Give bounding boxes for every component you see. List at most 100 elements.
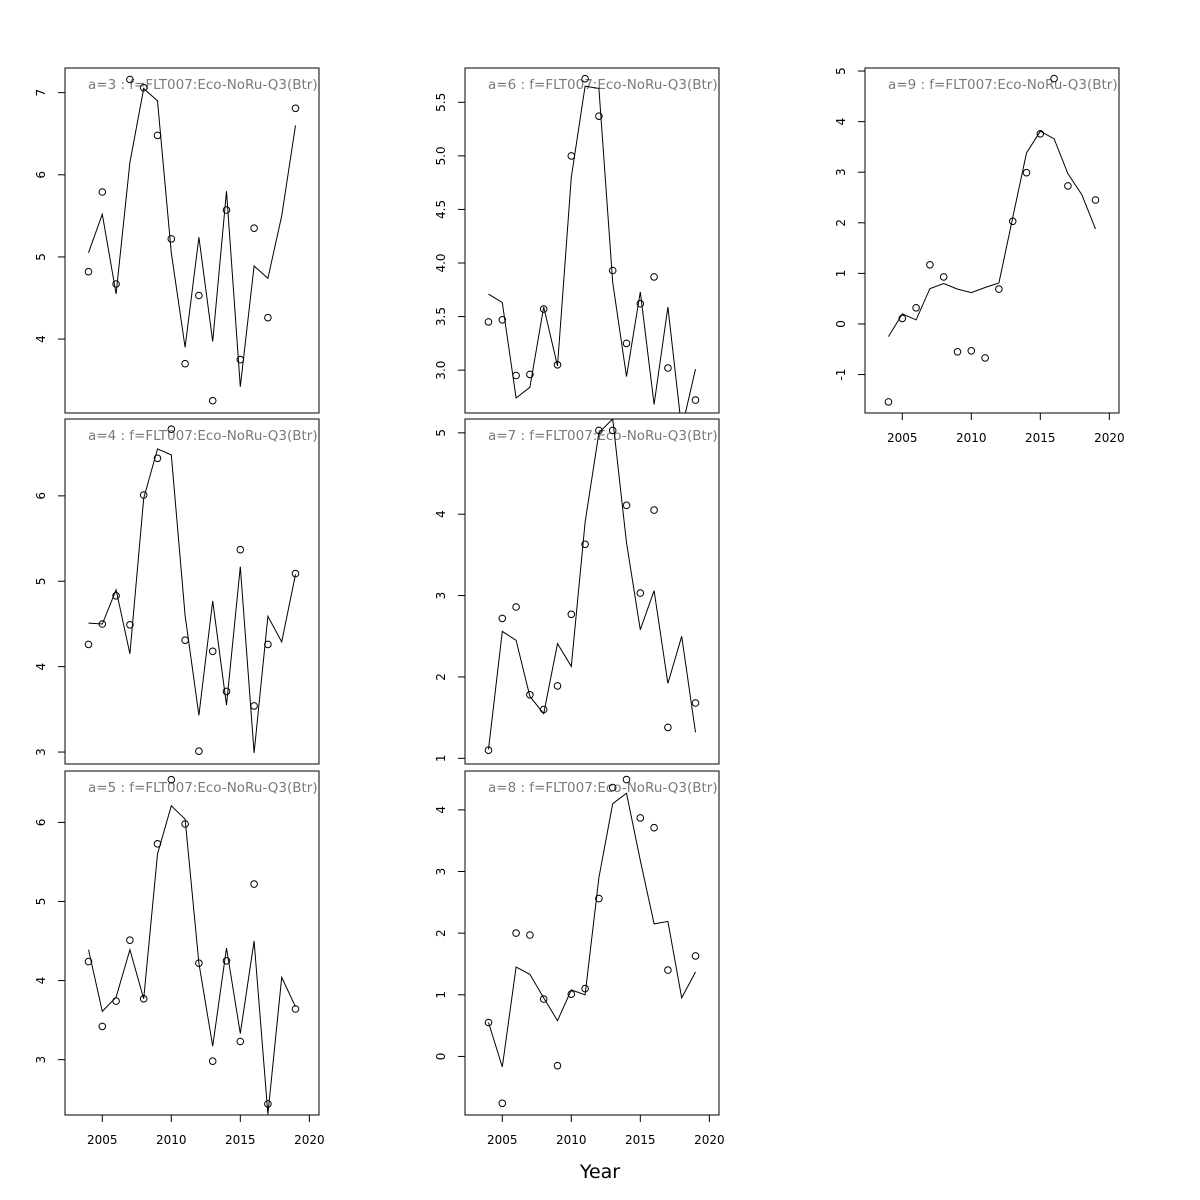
observed-point xyxy=(512,929,520,937)
observed-point xyxy=(912,304,920,312)
plot-data xyxy=(484,419,700,755)
observed-point xyxy=(664,723,672,732)
observed-point xyxy=(595,894,603,903)
observed-point xyxy=(967,347,976,355)
x-tick-label: 2020 xyxy=(294,1133,325,1147)
y-tick-label: 4.0 xyxy=(434,253,448,272)
panel-title: a=4 : f=FLT007:Eco-NoRu-Q3(Btr) xyxy=(88,428,318,444)
observed-point xyxy=(98,1022,107,1031)
y-tick-label: 3.5 xyxy=(434,307,448,326)
observed-point xyxy=(567,990,576,999)
observed-point xyxy=(539,995,548,1003)
observed-point xyxy=(250,224,258,232)
chart-panel: a=3 : f=FLT007:Eco-NoRu-Q3(Btr) 4 5 6 7 xyxy=(34,67,320,414)
observed-point xyxy=(636,589,645,597)
observed-point xyxy=(608,426,617,435)
observed-point xyxy=(608,783,617,792)
observed-point xyxy=(98,620,107,628)
plot-data xyxy=(84,425,300,756)
x-tick-label: 2020 xyxy=(694,1133,725,1147)
y-tick-label: 4 xyxy=(34,335,48,343)
observed-point xyxy=(622,775,631,784)
y-tick-label: -1 xyxy=(834,369,848,381)
y-tick-label: 3 xyxy=(434,592,448,600)
y-tick-label: 4 xyxy=(34,977,48,985)
observed-point xyxy=(553,682,562,690)
y-tick-label: 4 xyxy=(34,663,48,671)
observed-point xyxy=(1050,74,1058,83)
observed-point xyxy=(512,603,520,611)
x-tick-label: 2010 xyxy=(556,1133,587,1147)
y-tick-label: 1 xyxy=(434,991,448,999)
x-tick-label: 2010 xyxy=(956,431,987,445)
observed-point xyxy=(167,235,176,243)
fitted-line xyxy=(488,85,696,413)
observed-point xyxy=(112,592,120,600)
observed-point xyxy=(181,636,189,645)
observed-point xyxy=(484,318,493,326)
plot-frame xyxy=(864,67,1120,414)
plot-frame xyxy=(64,418,320,765)
y-tick-label: 3.0 xyxy=(434,361,448,380)
y-tick-label: 6 xyxy=(34,492,48,500)
observed-point xyxy=(153,131,162,140)
observed-point xyxy=(512,371,520,380)
plot-data xyxy=(884,74,1100,406)
observed-point xyxy=(291,104,300,113)
observed-point xyxy=(236,1037,245,1046)
plot-data xyxy=(84,75,300,405)
observed-point xyxy=(264,313,272,322)
observed-point xyxy=(222,957,231,965)
y-tick-label: 1 xyxy=(834,270,848,278)
x-tick-label: 2015 xyxy=(225,1133,256,1147)
observed-point xyxy=(608,266,617,275)
y-tick-label: 5.0 xyxy=(434,146,448,165)
observed-point xyxy=(539,305,548,313)
observed-point xyxy=(139,491,148,499)
y-tick-label: 0 xyxy=(434,1053,448,1061)
observed-point xyxy=(84,267,93,276)
observed-point xyxy=(112,280,120,288)
observed-point xyxy=(636,814,645,822)
chart-panel: a=9 : f=FLT007:Eco-NoRu-Q3(Btr) -1 0 1 2 3 4 5 2… xyxy=(834,67,1125,445)
x-tick-label: 2015 xyxy=(1025,431,1056,445)
panel-title: a=6 : f=FLT007:Eco-NoRu-Q3(Btr) xyxy=(488,77,718,93)
plot-frame xyxy=(64,67,320,414)
observed-point xyxy=(250,702,258,710)
observed-point xyxy=(650,823,658,832)
observed-point xyxy=(126,75,134,84)
x-tick-label: 2005 xyxy=(87,1133,118,1147)
chart-panel: a=8 : f=FLT007:Eco-NoRu-Q3(Btr) 0 1 2 3 4 2005… xyxy=(434,770,725,1147)
x-tick-label: 2005 xyxy=(487,1133,518,1147)
observed-point xyxy=(953,348,962,356)
panel-title: a=9 : f=FLT007:Eco-NoRu-Q3(Btr) xyxy=(888,77,1118,93)
observed-point xyxy=(291,569,300,578)
y-tick-label: 0 xyxy=(834,320,848,328)
observed-point xyxy=(1036,130,1045,138)
fitted-line xyxy=(888,130,1096,337)
observed-point xyxy=(264,1100,272,1108)
y-tick-label: 5 xyxy=(434,429,448,437)
observed-point xyxy=(691,699,700,707)
observed-point xyxy=(167,775,176,784)
observed-point xyxy=(1064,182,1072,190)
y-tick-label: 5 xyxy=(34,577,48,585)
y-tick-label: 6 xyxy=(34,819,48,827)
observed-point xyxy=(236,355,245,364)
x-tick-label: 2020 xyxy=(1094,431,1125,445)
observed-point xyxy=(153,454,162,463)
y-tick-label: 3 xyxy=(834,168,848,176)
plot-frame xyxy=(464,67,720,414)
observed-point xyxy=(567,610,576,619)
observed-point xyxy=(981,354,989,362)
observed-point xyxy=(153,840,162,848)
y-tick-label: 3 xyxy=(434,868,448,876)
observed-point xyxy=(1022,168,1031,177)
observed-point xyxy=(622,339,631,348)
observed-point xyxy=(1091,196,1100,204)
observed-point xyxy=(650,506,658,514)
y-tick-label: 4 xyxy=(834,118,848,126)
observed-point xyxy=(181,820,189,828)
observed-point xyxy=(208,647,217,656)
